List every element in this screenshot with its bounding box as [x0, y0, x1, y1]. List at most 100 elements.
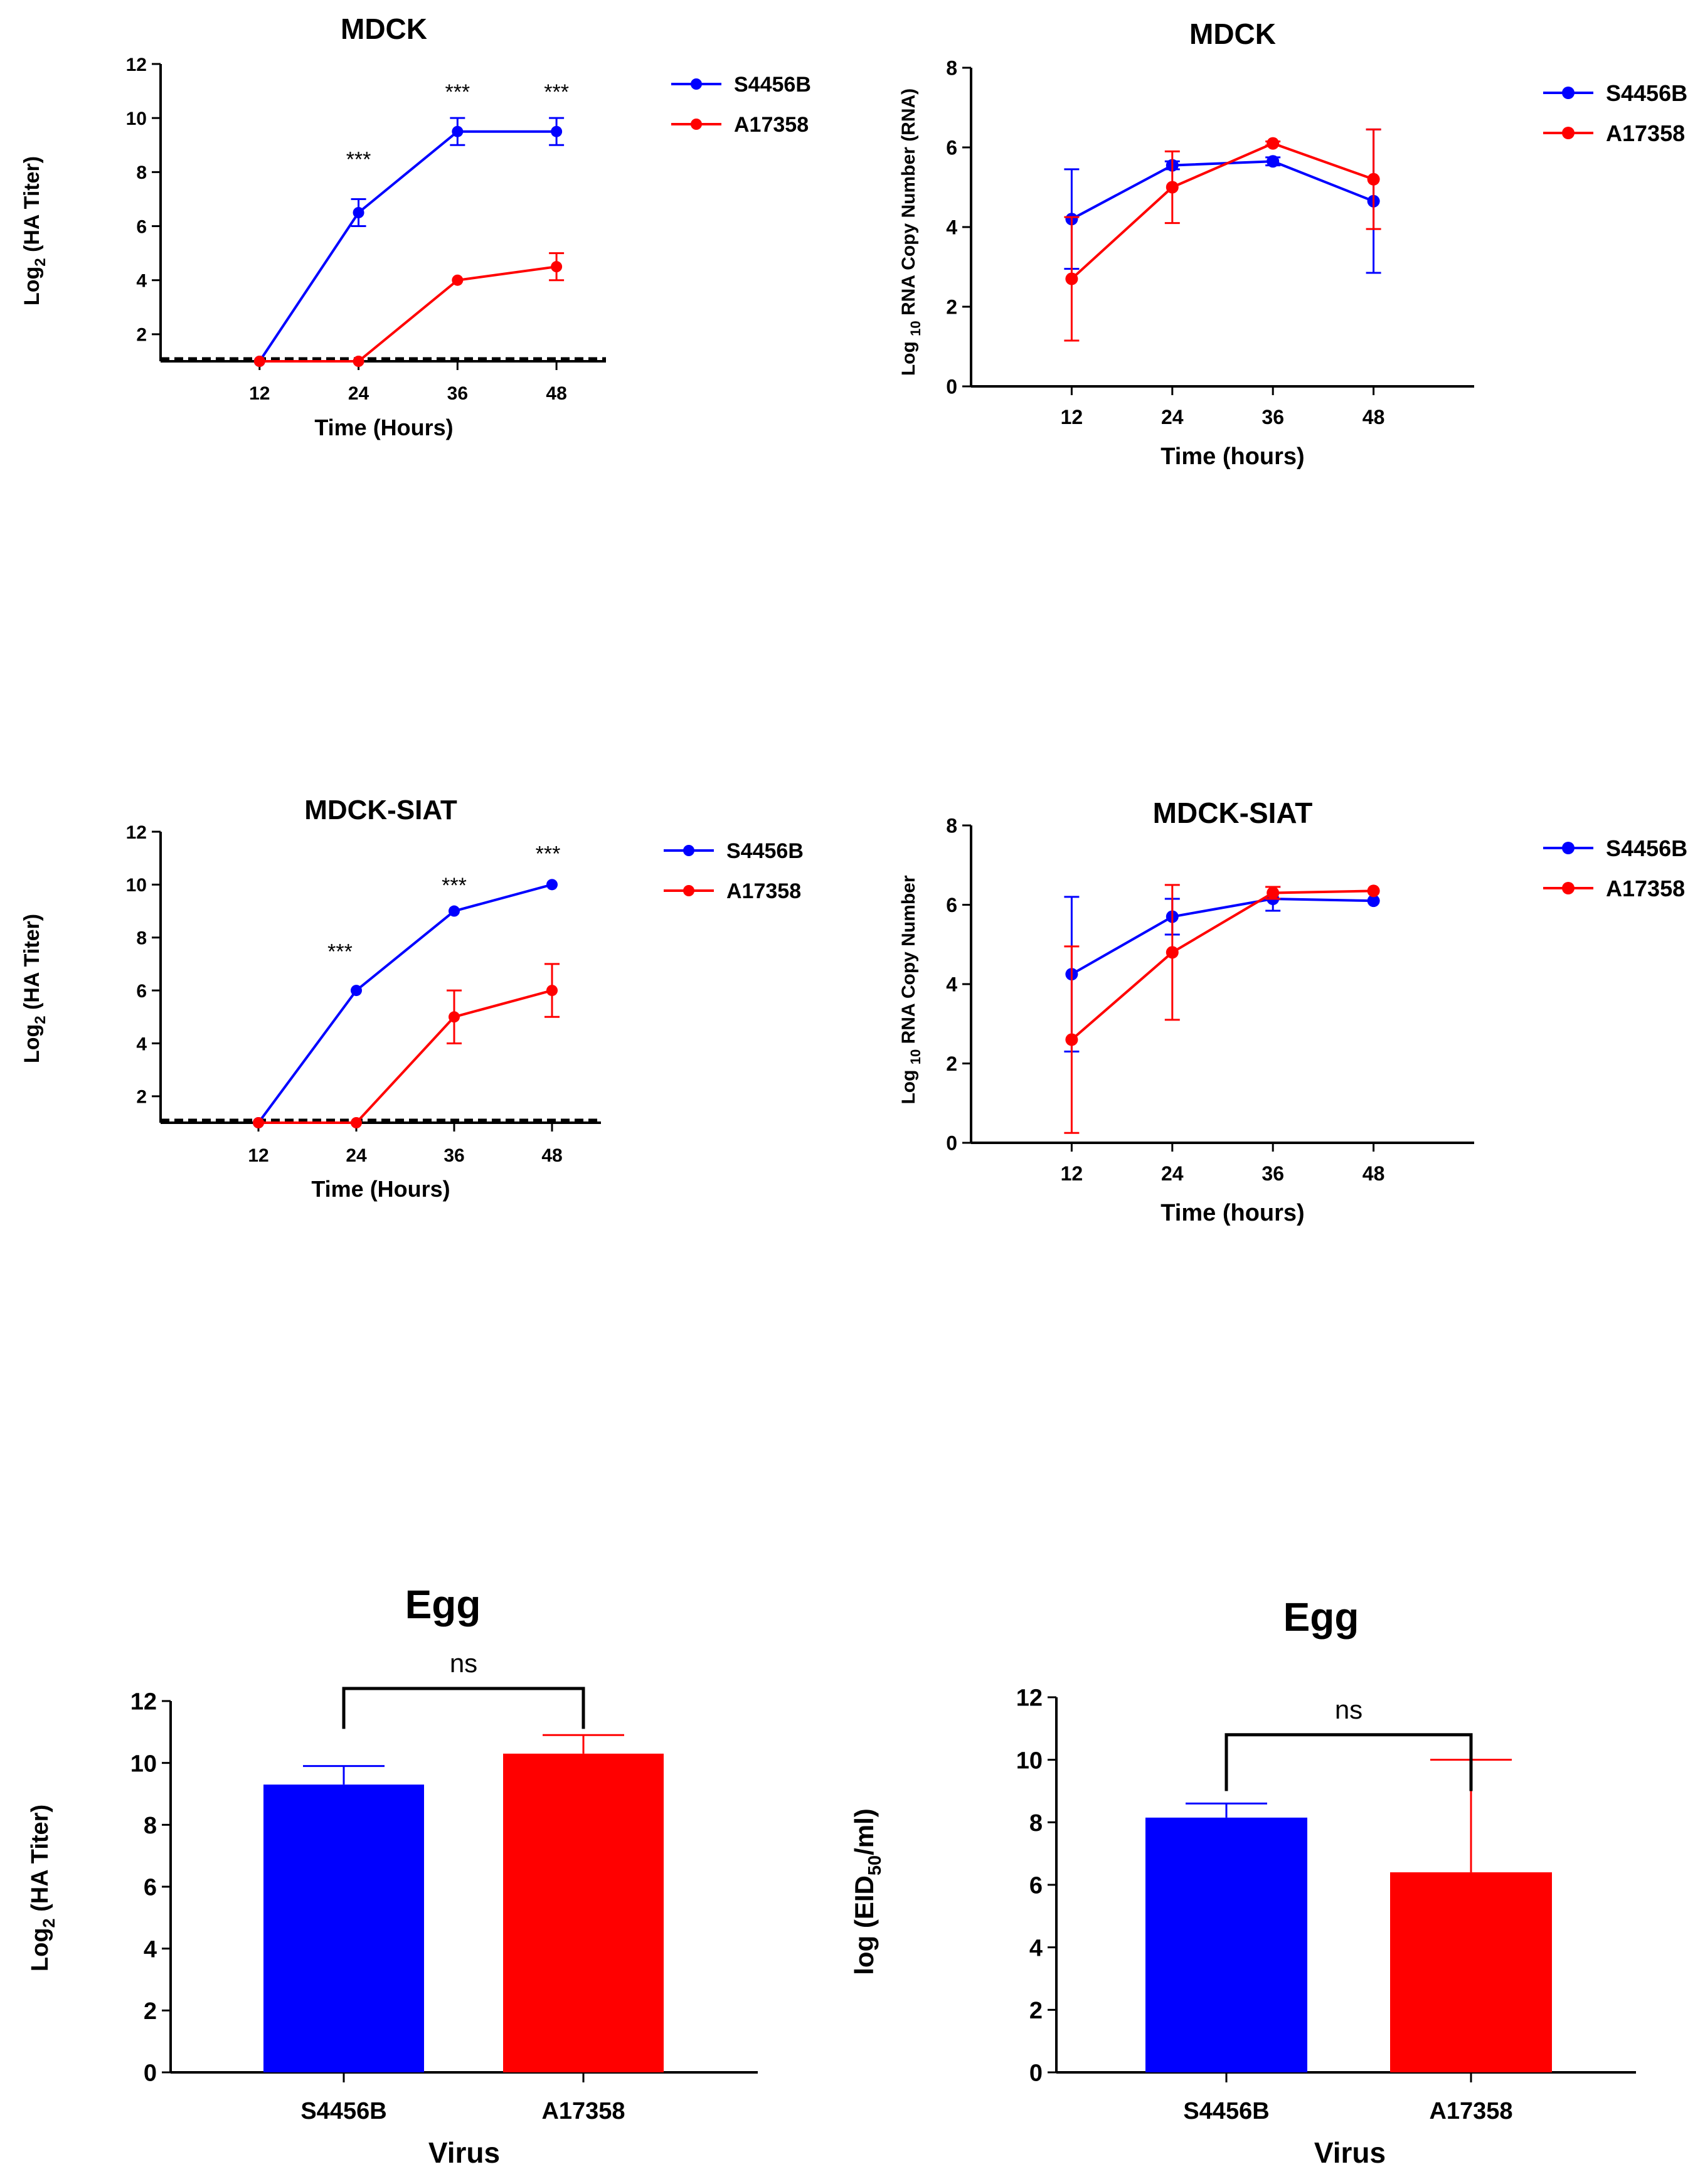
data-point: [449, 1011, 460, 1023]
y-axis-label-rest: (HA Titer): [20, 156, 44, 258]
y-tick-label: 2: [1029, 1998, 1043, 2024]
chart-mdck-ha-titer: MDCK Log2 (HA Titer) Time (Hours) 246810…: [20, 13, 811, 440]
x-tick-label: 12: [1061, 406, 1083, 428]
data-point: [1166, 946, 1179, 959]
y-tick-label: 2: [136, 325, 147, 346]
y-tick-label: 6: [946, 137, 957, 159]
data-point: [351, 985, 362, 997]
legend-label: A17358: [726, 879, 801, 903]
data-point: [1065, 1033, 1078, 1046]
x-tick-label: 36: [447, 383, 468, 404]
y-axis-label-main: Log: [20, 267, 44, 305]
x-axis-label: Time (hours): [1161, 443, 1304, 470]
legend-label: S4456B: [1606, 80, 1687, 106]
legend-label: A17358: [734, 113, 809, 137]
y-tick-label: 4: [946, 973, 957, 996]
chart-title: Egg: [405, 1582, 481, 1627]
significance-bracket: [1224, 1733, 1473, 1791]
x-axis-label: Time (hours): [1161, 1200, 1304, 1226]
y-axis-label-subscript: 50: [865, 1855, 885, 1875]
legend-label: A17358: [1606, 876, 1685, 901]
y-axis-label-rest: /ml): [849, 1808, 879, 1855]
y-axis-label-rest: RNA Copy Number (RNA): [898, 88, 919, 321]
legend-swatch-marker: [1562, 127, 1575, 139]
y-axis-label: Log 10 RNA Copy Number (RNA): [898, 88, 923, 376]
y-tick-label: 6: [946, 894, 957, 916]
bar-a17358: [1390, 1872, 1552, 2072]
y-axis-label-subscript: 2: [32, 1015, 49, 1024]
chart-title: MDCK: [341, 13, 427, 45]
x-axis-label: Time (Hours): [311, 1176, 450, 1202]
y-axis-label: log (EID50/ml): [849, 1808, 885, 1975]
data-point: [253, 356, 265, 367]
series-a17358: [1064, 128, 1381, 342]
series-s4456b: [1064, 886, 1380, 1053]
data-point: [353, 356, 364, 367]
x-tick-label: 24: [348, 383, 369, 404]
legend: S4456B A17358: [1543, 835, 1687, 901]
chart-egg-eid50: Egg log (EID50/ml) Virus 0 2 4 6 8 10 12 S4456B…: [849, 1594, 1636, 2169]
series-line: [1071, 142, 1374, 280]
y-tick-label: 4: [1029, 1935, 1043, 1961]
y-tick-label: 8: [946, 815, 957, 837]
legend-swatch-marker: [691, 119, 702, 130]
y-axis-label: Log 10 RNA Copy Number: [898, 875, 923, 1104]
chart-mdck-siat-ha-titer: MDCK-SIAT Log2 (HA Titer) Time (Hours) 2…: [20, 795, 804, 1202]
data-point: [551, 261, 563, 273]
y-axis-label-main: Log: [20, 1024, 44, 1063]
x-tick-label: A17358: [1429, 2098, 1512, 2124]
y-tick-label: 10: [126, 875, 147, 896]
series-s4456b: [253, 879, 558, 1128]
data-point: [452, 125, 464, 137]
x-tick-label: 36: [1261, 406, 1284, 428]
y-tick-label: 10: [1016, 1747, 1043, 1774]
significance-label: ***: [346, 148, 371, 172]
x-tick-label: 12: [1061, 1162, 1083, 1185]
series-s4456b: [253, 117, 565, 367]
y-axis-label: Log2 (HA Titer): [20, 914, 49, 1063]
x-tick-label: 24: [1161, 1162, 1184, 1185]
y-tick-label: 8: [144, 1813, 157, 1839]
legend-swatch-marker: [1562, 842, 1575, 854]
significance-label: ns: [1335, 1695, 1362, 1724]
y-axis-label-subscript: 10: [908, 321, 923, 336]
x-tick-label: 12: [249, 383, 270, 404]
x-axis-label: Virus: [1314, 2136, 1386, 2169]
y-axis-label-main: Log: [898, 1064, 919, 1104]
y-axis-label-main: Log: [898, 336, 919, 376]
y-tick-label: 0: [946, 1132, 957, 1155]
y-axis-label-main: log (EID: [849, 1875, 879, 1975]
legend-swatch-marker: [683, 845, 694, 856]
data-point: [452, 274, 464, 286]
x-tick-label: 48: [1362, 406, 1385, 428]
y-tick-label: 10: [126, 109, 147, 129]
significance-label: ***: [544, 80, 569, 104]
significance-label: ns: [450, 1648, 477, 1678]
y-tick-label: 2: [946, 296, 957, 319]
series-line: [258, 130, 557, 363]
legend-swatch-marker: [1562, 87, 1575, 99]
data-point: [449, 905, 460, 917]
significance-bracket: [342, 1687, 585, 1729]
chart-title: MDCK-SIAT: [1153, 797, 1313, 829]
y-tick-label: 12: [126, 55, 147, 75]
chart-title: MDCK: [1189, 18, 1276, 50]
data-point: [1367, 172, 1380, 186]
y-tick-label: 12: [126, 822, 147, 843]
legend-label: S4456B: [734, 73, 811, 97]
y-tick-label: 0: [144, 2060, 157, 2087]
significance-label: ***: [442, 874, 467, 898]
y-tick-label: 2: [136, 1087, 147, 1108]
y-tick-label: 6: [136, 216, 147, 237]
series-s4456b: [1064, 128, 1381, 274]
y-tick-label: 6: [1029, 1873, 1043, 1899]
series-line: [1071, 898, 1374, 975]
legend: S4456B A17358: [671, 73, 811, 137]
y-tick-label: 4: [946, 216, 957, 239]
x-tick-label: 24: [1161, 406, 1184, 428]
y-tick-label: 12: [130, 1689, 157, 1715]
y-axis-label: Log2 (HA Titer): [27, 1805, 58, 1971]
